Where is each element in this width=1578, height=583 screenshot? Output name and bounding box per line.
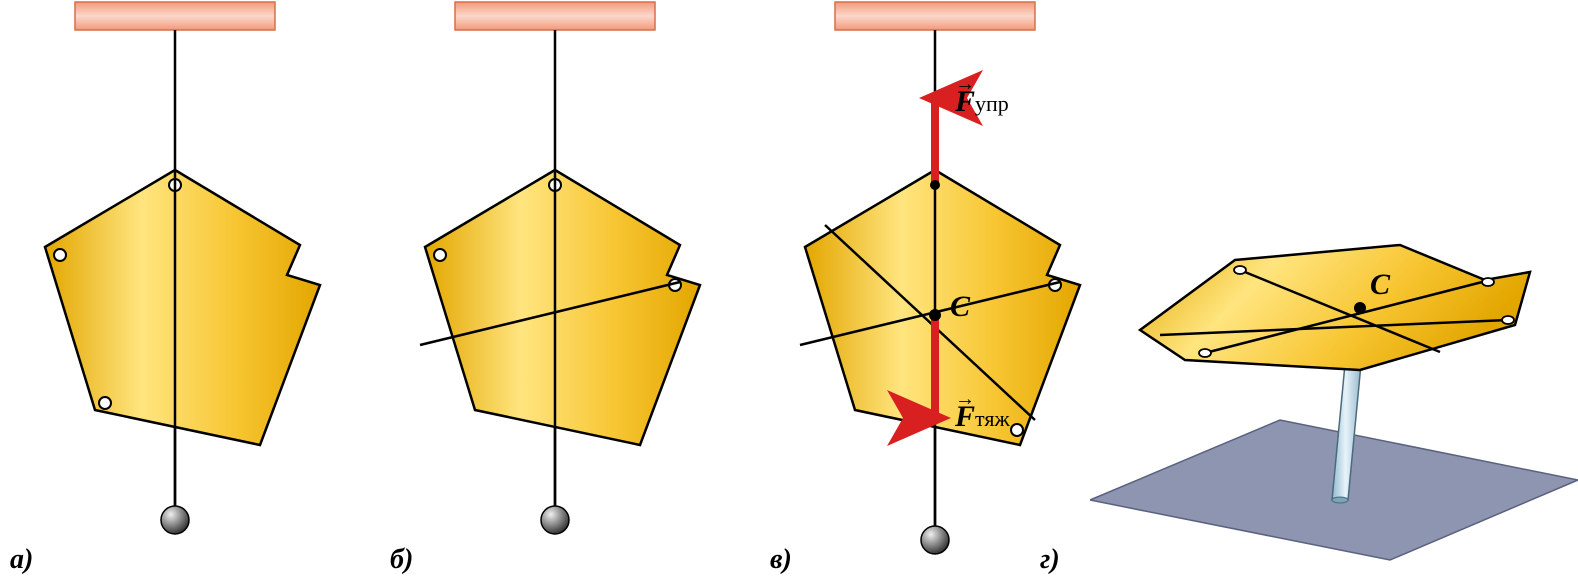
- hole-bottom-left: [99, 397, 111, 409]
- center-label: C: [950, 290, 970, 324]
- hole-3d-3: [1502, 316, 1514, 324]
- panel-b: [380, 0, 760, 578]
- force-down-label: →Fтяж: [955, 400, 1010, 434]
- plumb-bob: [161, 506, 189, 534]
- flat-shape: [425, 170, 700, 445]
- panel-a-svg: [0, 0, 380, 578]
- panel-b-svg: [380, 0, 760, 578]
- center-label-text: C: [950, 290, 970, 323]
- panel-v: →Fупр C →Fтяж: [760, 0, 1140, 578]
- panel-g: C: [1090, 0, 1578, 578]
- hole-3d-2: [1482, 278, 1494, 286]
- flat-shape: [45, 170, 320, 445]
- label-a: а): [10, 544, 33, 576]
- hole-3d-1: [1234, 266, 1246, 274]
- panel-v-svg: [760, 0, 1140, 578]
- hole-3d-4: [1199, 349, 1211, 357]
- label-g: г): [1040, 544, 1060, 576]
- ceiling: [455, 2, 655, 30]
- center-label-3d-text: C: [1370, 268, 1390, 301]
- hole-left: [434, 249, 446, 261]
- center-point: [929, 309, 941, 321]
- hole-bottom-right: [1011, 424, 1023, 436]
- plumb-bob: [921, 526, 949, 554]
- pin-base: [1332, 497, 1348, 503]
- plumb-bob: [541, 506, 569, 534]
- label-b: б): [390, 544, 413, 576]
- center-point-3d: [1354, 302, 1366, 314]
- flat-shape: [805, 170, 1080, 445]
- hole-left: [54, 249, 66, 261]
- force-up-origin: [930, 180, 940, 190]
- panel-a: [0, 0, 380, 578]
- ceiling: [75, 2, 275, 30]
- ceiling: [835, 2, 1035, 30]
- panel-g-svg: [1090, 0, 1578, 578]
- force-up-label: →Fупр: [955, 85, 1009, 119]
- force-up-subscript: упр: [975, 91, 1009, 116]
- force-down-subscript: тяж: [975, 406, 1010, 431]
- label-v: в): [770, 544, 792, 576]
- flat-shape-3d: [1140, 245, 1530, 370]
- center-label-3d: C: [1370, 268, 1390, 302]
